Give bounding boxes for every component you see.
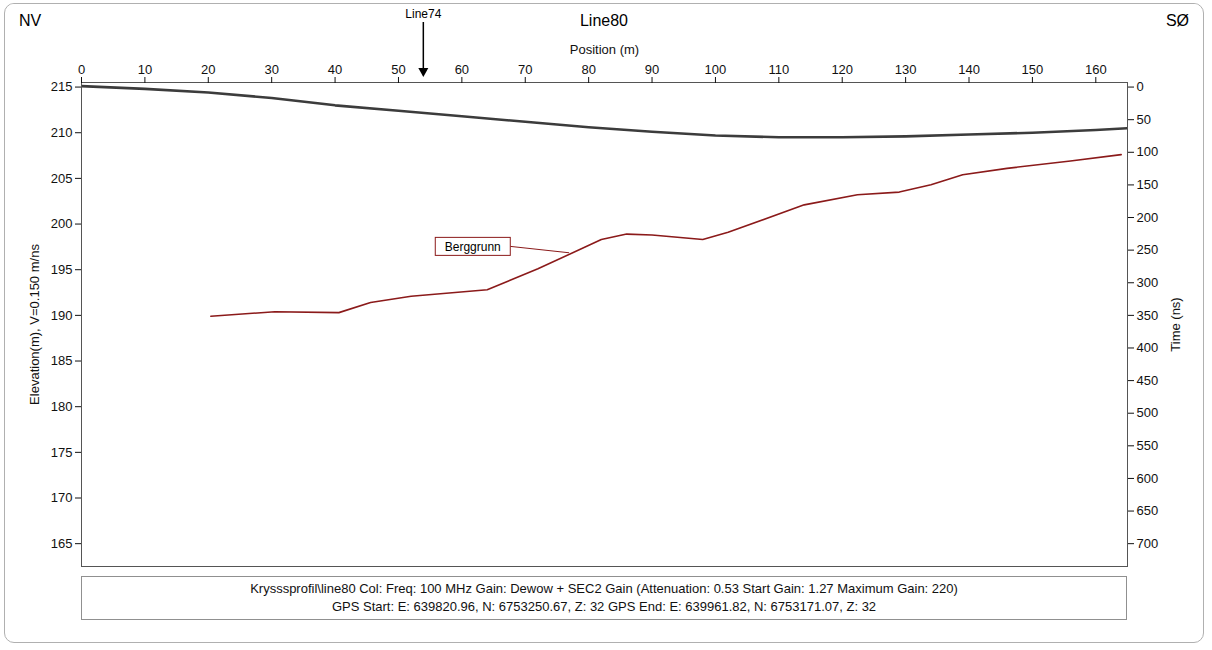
svg-text:300: 300 — [1137, 275, 1159, 290]
svg-text:100: 100 — [1137, 144, 1159, 159]
svg-text:20: 20 — [201, 62, 215, 77]
svg-text:205: 205 — [51, 171, 73, 186]
svg-text:0: 0 — [1137, 79, 1144, 94]
svg-text:250: 250 — [1137, 242, 1159, 257]
svg-text:120: 120 — [831, 62, 853, 77]
svg-text:350: 350 — [1137, 308, 1159, 323]
svg-text:10: 10 — [138, 62, 152, 77]
svg-text:450: 450 — [1137, 373, 1159, 388]
svg-text:50: 50 — [1137, 112, 1151, 127]
svg-text:70: 70 — [518, 62, 532, 77]
svg-text:NV: NV — [19, 12, 42, 29]
svg-text:185: 185 — [51, 353, 73, 368]
svg-text:30: 30 — [264, 62, 278, 77]
svg-text:700: 700 — [1137, 536, 1159, 551]
svg-text:130: 130 — [895, 62, 917, 77]
svg-text:Position (m): Position (m) — [570, 42, 639, 57]
svg-text:50: 50 — [391, 62, 405, 77]
svg-text:550: 550 — [1137, 438, 1159, 453]
svg-text:400: 400 — [1137, 340, 1159, 355]
svg-text:Time (ns): Time (ns) — [1168, 297, 1183, 351]
svg-text:180: 180 — [51, 399, 73, 414]
svg-text:200: 200 — [51, 216, 73, 231]
svg-text:500: 500 — [1137, 405, 1159, 420]
svg-text:Line80: Line80 — [580, 12, 628, 29]
svg-text:150: 150 — [1137, 177, 1159, 192]
html-text:Krysssprofil\line80 Col: Freq:: Krysssprofil\line80 Col: Freq: 100 MHz G… — [250, 581, 958, 596]
svg-text:190: 190 — [51, 308, 73, 323]
svg-text:80: 80 — [581, 62, 595, 77]
html-text:GPS Start: E: 639820.96, N: 67: GPS Start: E: 639820.96, N: 6753250.67, … — [331, 599, 877, 614]
svg-text:90: 90 — [645, 62, 659, 77]
svg-text:110: 110 — [768, 62, 789, 77]
svg-text:165: 165 — [51, 536, 73, 551]
svg-text:600: 600 — [1137, 471, 1159, 486]
svg-text:170: 170 — [51, 490, 73, 505]
svg-text:210: 210 — [51, 125, 73, 140]
svg-text:150: 150 — [1022, 62, 1044, 77]
svg-text:650: 650 — [1137, 503, 1159, 518]
svg-text:160: 160 — [1085, 62, 1107, 77]
svg-text:140: 140 — [958, 62, 980, 77]
svg-text:60: 60 — [455, 62, 469, 77]
svg-text:40: 40 — [328, 62, 342, 77]
svg-text:100: 100 — [705, 62, 727, 77]
svg-text:Line74: Line74 — [405, 7, 441, 21]
svg-text:0: 0 — [78, 62, 85, 77]
svg-text:195: 195 — [51, 262, 73, 277]
svg-text:200: 200 — [1137, 210, 1159, 225]
svg-text:215: 215 — [51, 79, 73, 94]
svg-text:SØ: SØ — [1166, 12, 1189, 29]
svg-text:Berggrunn: Berggrunn — [445, 240, 501, 254]
svg-text:175: 175 — [51, 445, 73, 460]
svg-text:Elevation(m), V=0.150 m/ns: Elevation(m), V=0.150 m/ns — [27, 244, 42, 405]
